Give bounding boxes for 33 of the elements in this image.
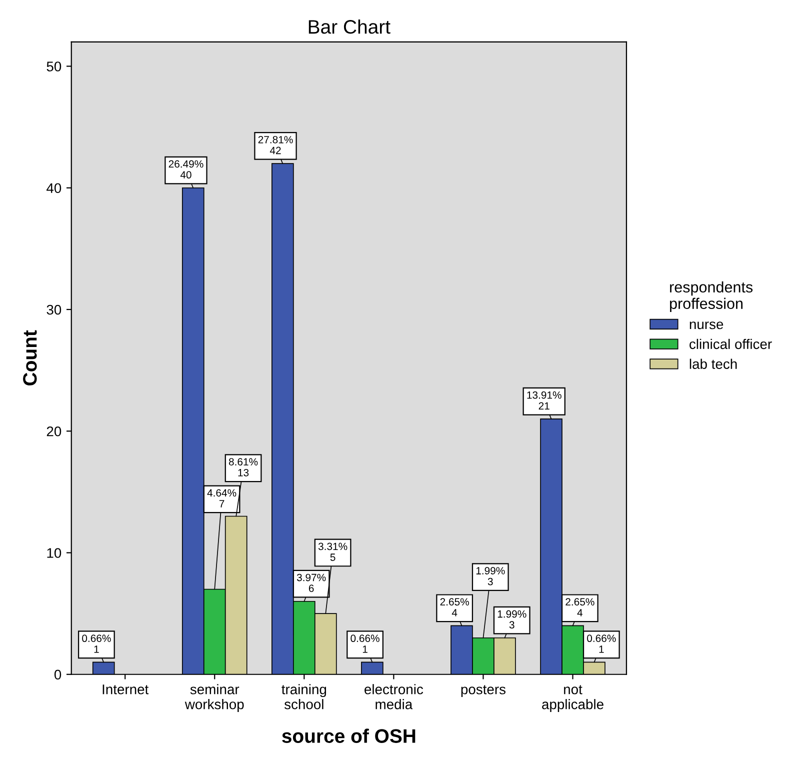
data-label: 3.31% 5 xyxy=(318,542,348,561)
data-label: 27.81% 42 xyxy=(258,136,293,154)
y-tick-label: 30 xyxy=(46,304,62,315)
y-tick-label: 40 xyxy=(46,183,62,194)
x-tick-label: Internet xyxy=(102,684,149,694)
legend-label: clinical officer xyxy=(690,338,772,350)
data-label: 2.65% 4 xyxy=(440,598,469,616)
x-tick-label: training school xyxy=(282,684,326,710)
data-label: 1.99% 3 xyxy=(476,567,505,586)
x-tick-label: not applicable xyxy=(542,685,604,712)
legend-label: lab tech xyxy=(690,358,737,369)
y-tick-label: 0 xyxy=(54,670,62,680)
data-label: 3.97% 6 xyxy=(296,574,326,592)
legend-title: respondents proffession xyxy=(670,281,753,312)
y-tick-label: 50 xyxy=(46,62,62,72)
y-axis-title: Count xyxy=(23,330,37,386)
data-label: 26.49% 40 xyxy=(168,160,204,179)
data-label: 0.66% 1 xyxy=(587,634,616,653)
x-tick-label: posters xyxy=(461,685,506,698)
data-label: 8.61% 13 xyxy=(228,458,258,476)
data-label: 4.64% 7 xyxy=(207,489,236,508)
data-label: 2.65% 4 xyxy=(566,598,594,616)
chart-title: Bar Chart xyxy=(308,19,390,34)
data-label: 0.66% 1 xyxy=(82,634,111,653)
data-label: 0.66% 1 xyxy=(350,634,380,653)
x-tick-label: electronic media xyxy=(364,684,424,710)
y-tick-label: 20 xyxy=(46,426,62,436)
data-label: 1.99% 3 xyxy=(498,610,526,629)
x-tick-label: seminar workshop xyxy=(184,684,244,712)
y-tick-label: 10 xyxy=(47,548,62,558)
legend-label: nurse xyxy=(690,322,724,330)
data-label: 13.91% 21 xyxy=(527,391,562,410)
x-axis-title: source of OSH xyxy=(282,728,416,743)
